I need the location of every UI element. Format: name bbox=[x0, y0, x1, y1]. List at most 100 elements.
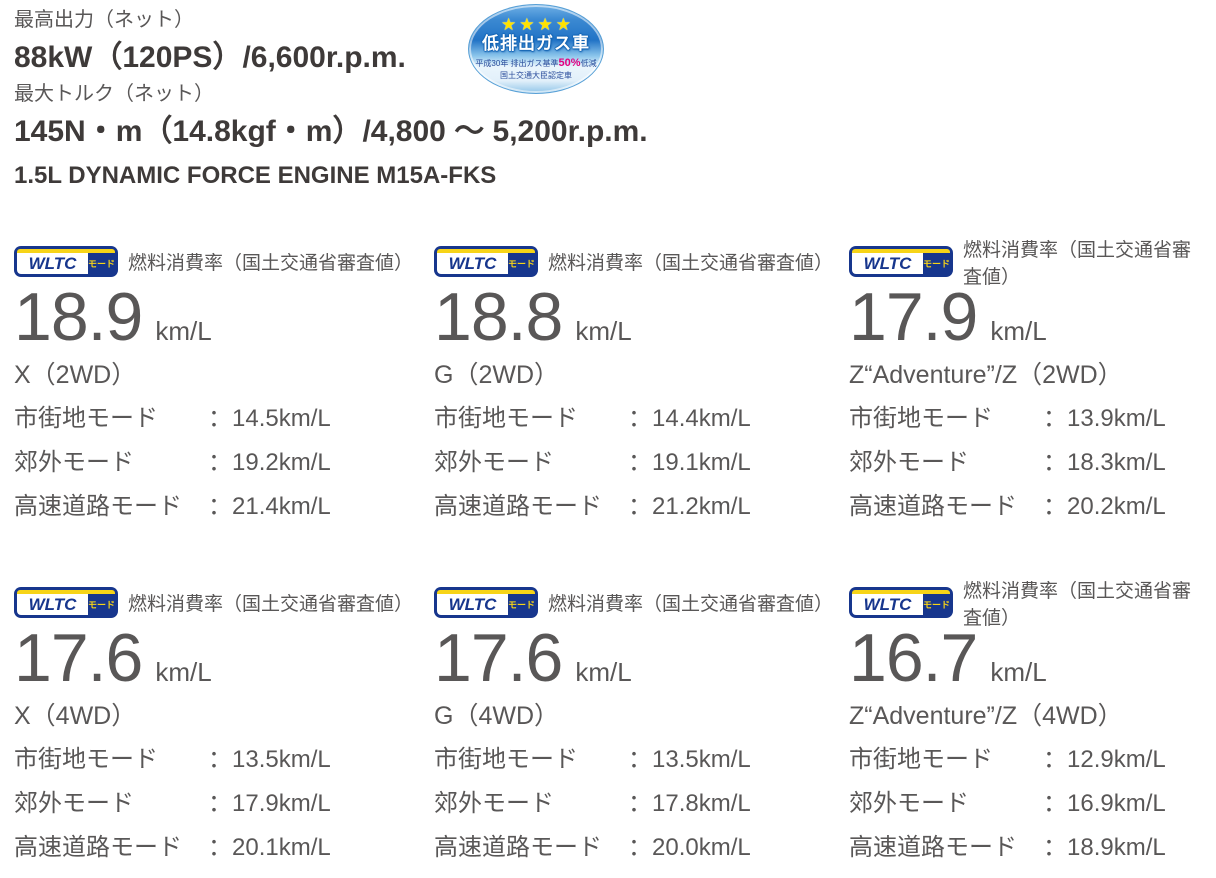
fuel-economy-unit: km/L bbox=[575, 316, 632, 346]
star-icons: ★★★★ bbox=[501, 15, 574, 35]
mode-list: 市街地モード ：14.5km/L 郊外モード ：19.2km/L 高速道路モード… bbox=[14, 405, 434, 521]
mode-label: 市街地モード bbox=[434, 405, 578, 432]
fuel-economy-figure: 17.9 km/L bbox=[849, 279, 1202, 355]
mode-label: 郊外モード bbox=[434, 448, 554, 476]
wltc-logo-text: WLTC bbox=[437, 594, 508, 616]
fuel-economy-unit: km/L bbox=[155, 316, 212, 346]
fuel-economy-unit: km/L bbox=[575, 657, 632, 688]
grade-name: Z“Adventure”/Z（2WD） bbox=[849, 361, 1123, 389]
fuel-economy-card-z-2wd: WLTC モード 燃料消費率（国土交通省審査値） 17.9 km/L Z“Adv… bbox=[849, 240, 1202, 536]
wltc-logo-stripe bbox=[437, 590, 535, 595]
grade-name: G（2WD） bbox=[434, 361, 560, 389]
badge-certifier: 国土交通大臣認定車 bbox=[500, 71, 572, 81]
fuel-economy-label: 燃料消費率（国土交通省審査値） bbox=[548, 253, 834, 274]
card-header: WLTC モード 燃料消費率（国土交通省審査値） bbox=[14, 246, 434, 277]
wltc-mode-logo: WLTC モード bbox=[849, 246, 953, 277]
fuel-economy-value: 18.8 bbox=[434, 279, 563, 355]
mode-list: 市街地モード ：13.5km/L 郊外モード ：17.8km/L 高速道路モード… bbox=[434, 746, 849, 862]
card-header: WLTC モード 燃料消費率（国土交通省審査値） bbox=[849, 581, 1202, 629]
wltc-mode-logo: WLTC モード bbox=[14, 587, 118, 619]
mode-label: 高速道路モード bbox=[849, 492, 1017, 520]
mode-row-highway: 高速道路モード ：20.1km/L bbox=[14, 834, 434, 863]
mode-list: 市街地モード ：13.9km/L 郊外モード ：18.3km/L 高速道路モード… bbox=[849, 405, 1202, 521]
mode-value: ：13.9km/L bbox=[1043, 405, 1166, 432]
fuel-economy-label: 燃料消費率（国土交通省審査値） bbox=[548, 594, 834, 616]
mode-row-highway: 高速道路モード ：20.0km/L bbox=[434, 834, 849, 863]
badge-standard-highlight: 50% bbox=[558, 56, 581, 69]
fuel-economy-value: 17.6 bbox=[14, 620, 143, 697]
wltc-logo-stripe bbox=[17, 249, 115, 253]
mode-value: ：20.2km/L bbox=[1043, 492, 1166, 520]
wltc-mode-logo: WLTC モード bbox=[849, 587, 953, 619]
fuel-economy-grid: WLTC モード 燃料消費率（国土交通省審査値） 18.9 km/L X（2WD… bbox=[14, 240, 1216, 878]
fuel-economy-figure: 16.7 km/L bbox=[849, 620, 1202, 697]
fuel-economy-card-z-4wd: WLTC モード 燃料消費率（国土交通省審査値） 16.7 km/L Z“Adv… bbox=[849, 581, 1202, 877]
fuel-economy-unit: km/L bbox=[155, 657, 212, 688]
mode-label: 高速道路モード bbox=[849, 833, 1017, 861]
fuel-economy-card-g-2wd: WLTC モード 燃料消費率（国土交通省審査値） 18.8 km/L G（2WD… bbox=[434, 246, 849, 536]
engine-name: 1.5L DYNAMIC FORCE ENGINE M15A-FKS bbox=[14, 162, 497, 189]
mode-row-city: 市街地モード ：14.5km/L bbox=[14, 405, 434, 434]
mode-value: ：18.9km/L bbox=[1043, 833, 1166, 861]
wltc-logo-mode-text: モード bbox=[88, 253, 115, 274]
mode-value: ：20.1km/L bbox=[208, 833, 331, 861]
max-output-label: 最高出力（ネット） bbox=[14, 9, 194, 31]
mode-value: ：16.9km/L bbox=[1043, 790, 1166, 818]
mode-label: 高速道路モード bbox=[434, 833, 602, 861]
mode-value: ：12.9km/L bbox=[1043, 746, 1166, 774]
mode-value: ：14.5km/L bbox=[208, 405, 331, 432]
wltc-logo-stripe bbox=[437, 249, 535, 253]
grade-name: X（2WD） bbox=[14, 361, 137, 389]
card-header: WLTC モード 燃料消費率（国土交通省審査値） bbox=[849, 240, 1202, 288]
mode-row-city: 市街地モード ：13.5km/L bbox=[434, 746, 849, 775]
wltc-logo-text: WLTC bbox=[852, 594, 923, 616]
engine-spec-section: 最高出力（ネット） 88kW（120PS）/6,600r.p.m. 最大トルク（… bbox=[14, 8, 1216, 190]
fuel-economy-unit: km/L bbox=[990, 316, 1047, 346]
mode-label: 郊外モード bbox=[14, 790, 134, 818]
card-header: WLTC モード 燃料消費率（国土交通省審査値） bbox=[14, 587, 434, 619]
fuel-economy-label: 燃料消費率（国土交通省審査値） bbox=[128, 594, 414, 616]
wltc-logo-stripe bbox=[17, 590, 115, 595]
badge-standard-suffix: 低減 bbox=[580, 58, 597, 68]
mode-row-highway: 高速道路モード ：21.4km/L bbox=[14, 493, 434, 522]
mode-row-city: 市街地モード ：13.5km/L bbox=[14, 746, 434, 775]
wltc-mode-logo: WLTC モード bbox=[434, 587, 538, 619]
card-header: WLTC モード 燃料消費率（国土交通省審査値） bbox=[434, 246, 849, 277]
mode-label: 郊外モード bbox=[849, 790, 969, 818]
mode-row-suburb: 郊外モード ：19.1km/L bbox=[434, 449, 849, 478]
wltc-logo-mode-text: モード bbox=[923, 253, 950, 274]
mode-row-suburb: 郊外モード ：17.8km/L bbox=[434, 790, 849, 819]
wltc-logo-text: WLTC bbox=[437, 253, 508, 274]
mode-list: 市街地モード ：13.5km/L 郊外モード ：17.9km/L 高速道路モード… bbox=[14, 746, 434, 862]
mode-row-suburb: 郊外モード ：16.9km/L bbox=[849, 790, 1202, 819]
fuel-economy-card-x-4wd: WLTC モード 燃料消費率（国土交通省審査値） 17.6 km/L X（4WD… bbox=[14, 587, 434, 877]
mode-value: ：17.8km/L bbox=[628, 790, 751, 818]
fuel-economy-figure: 17.6 km/L bbox=[14, 620, 434, 697]
fuel-economy-value: 17.9 bbox=[849, 279, 978, 355]
mode-value: ：18.3km/L bbox=[1043, 448, 1166, 476]
fuel-economy-figure: 18.9 km/L bbox=[14, 283, 434, 351]
wltc-logo-text: WLTC bbox=[17, 253, 88, 274]
fuel-economy-value: 16.7 bbox=[849, 620, 978, 697]
mode-label: 郊外モード bbox=[14, 448, 134, 476]
fuel-economy-label: 燃料消費率（国土交通省審査値） bbox=[963, 580, 1192, 629]
mode-row-suburb: 郊外モード ：19.2km/L bbox=[14, 449, 434, 478]
wltc-logo-text: WLTC bbox=[852, 253, 923, 274]
mode-label: 高速道路モード bbox=[14, 492, 182, 520]
fuel-economy-figure: 17.6 km/L bbox=[434, 625, 849, 693]
wltc-logo-mode-text: モード bbox=[508, 253, 535, 274]
card-header: WLTC モード 燃料消費率（国土交通省審査値） bbox=[434, 587, 849, 619]
mode-label: 郊外モード bbox=[849, 448, 969, 476]
grade-name: X（4WD） bbox=[14, 702, 137, 731]
mode-label: 郊外モード bbox=[434, 790, 554, 818]
fuel-economy-label: 燃料消費率（国土交通省審査値） bbox=[963, 239, 1192, 288]
mode-label: 市街地モード bbox=[849, 746, 993, 774]
wltc-logo-text: WLTC bbox=[17, 594, 88, 616]
grade-name: Z“Adventure”/Z（4WD） bbox=[849, 702, 1123, 731]
mode-value: ：19.1km/L bbox=[628, 448, 751, 476]
mode-label: 市街地モード bbox=[14, 746, 158, 774]
wltc-logo-stripe bbox=[852, 590, 950, 595]
fuel-economy-label: 燃料消費率（国土交通省審査値） bbox=[128, 253, 414, 274]
mode-label: 高速道路モード bbox=[14, 833, 182, 861]
mode-value: ：14.4km/L bbox=[628, 405, 751, 432]
